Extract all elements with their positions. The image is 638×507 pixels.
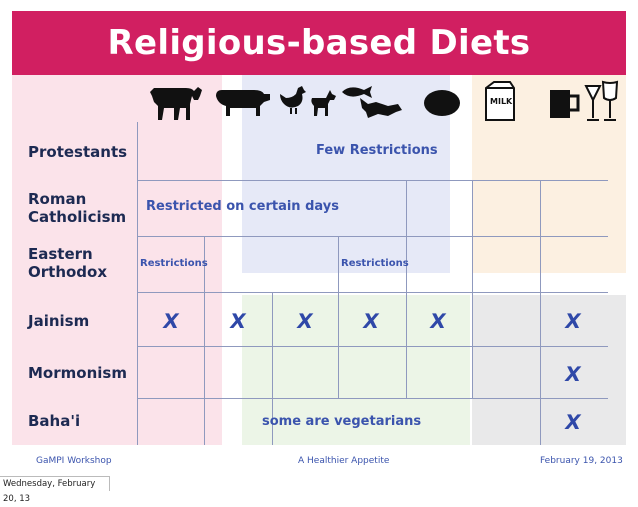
grid-row-line: [138, 398, 608, 399]
orthodox-restrictions-meat: Restrictions: [140, 258, 208, 269]
egg-icon: [424, 90, 460, 116]
grid-col-line: [406, 180, 407, 398]
wine-glass-icon: [584, 85, 602, 121]
cocktail-glass-icon: [601, 80, 619, 121]
title-bar: [12, 11, 626, 75]
row-label-jainism: Jainism: [28, 312, 90, 330]
milk-carton-icon: MILK: [485, 81, 515, 121]
row-label-eastern-orthodox: Eastern Orthodox: [28, 245, 108, 281]
alcohol-region-gray: [472, 295, 626, 445]
grid-col-line: [204, 236, 205, 445]
jainism-x-beef: X: [161, 309, 181, 333]
mormonism-x-alcohol: X: [563, 362, 583, 386]
bahai-x-alcohol: X: [563, 410, 583, 434]
meat-region-pink: [12, 75, 222, 445]
grid-col-line: [472, 180, 473, 398]
grid-col-line: [540, 180, 541, 445]
orthodox-restrictions-seafood: Restrictions: [341, 258, 409, 269]
footer-right: February 19, 2013: [540, 456, 623, 466]
protestants-restrictions: Few Restrictions: [316, 143, 438, 158]
shellfish-icon: [360, 98, 402, 118]
row-label-roman-catholicism: Roman Catholicism: [28, 190, 127, 226]
goat-icon: [311, 90, 336, 116]
grid-row-line: [138, 346, 608, 347]
footer-center: A Healthier Appetite: [298, 456, 390, 466]
row-label-bahai: Baha'i: [28, 412, 81, 430]
row-label-mormonism: Mormonism: [28, 364, 127, 382]
jainism-x-seafood: X: [361, 309, 381, 333]
grid-row-line: [138, 180, 608, 181]
row-label-protestants: Protestants: [28, 143, 128, 161]
jainism-x-poultry: X: [295, 309, 315, 333]
jainism-x-alcohol: X: [563, 309, 583, 333]
page-title: Religious-based Diets: [107, 23, 531, 63]
grid-row-line: [138, 236, 608, 237]
chicken-icon: [280, 86, 306, 114]
pig-icon: [216, 90, 270, 116]
grid-col-line: [338, 236, 339, 398]
meat-region-blue: [242, 75, 450, 273]
grid-row-line: [138, 292, 608, 293]
svg-text:MILK: MILK: [490, 97, 513, 106]
beer-mug-icon: [550, 90, 580, 118]
catholic-restrictions: Restricted on certain days: [146, 199, 339, 214]
jainism-x-eggs: X: [428, 309, 448, 333]
grid-col-line: [272, 292, 273, 445]
fish-icon: [342, 86, 372, 98]
egg-region-green: [242, 295, 470, 445]
footer-left: GaMPI Workshop: [36, 456, 112, 466]
cow-icon: [150, 87, 202, 120]
bahai-note: some are vegetarians: [262, 414, 422, 429]
timestamp-label: Wednesday, February 20, 13: [0, 476, 110, 504]
jainism-x-pork: X: [228, 309, 248, 333]
grid-col-line: [137, 122, 138, 445]
